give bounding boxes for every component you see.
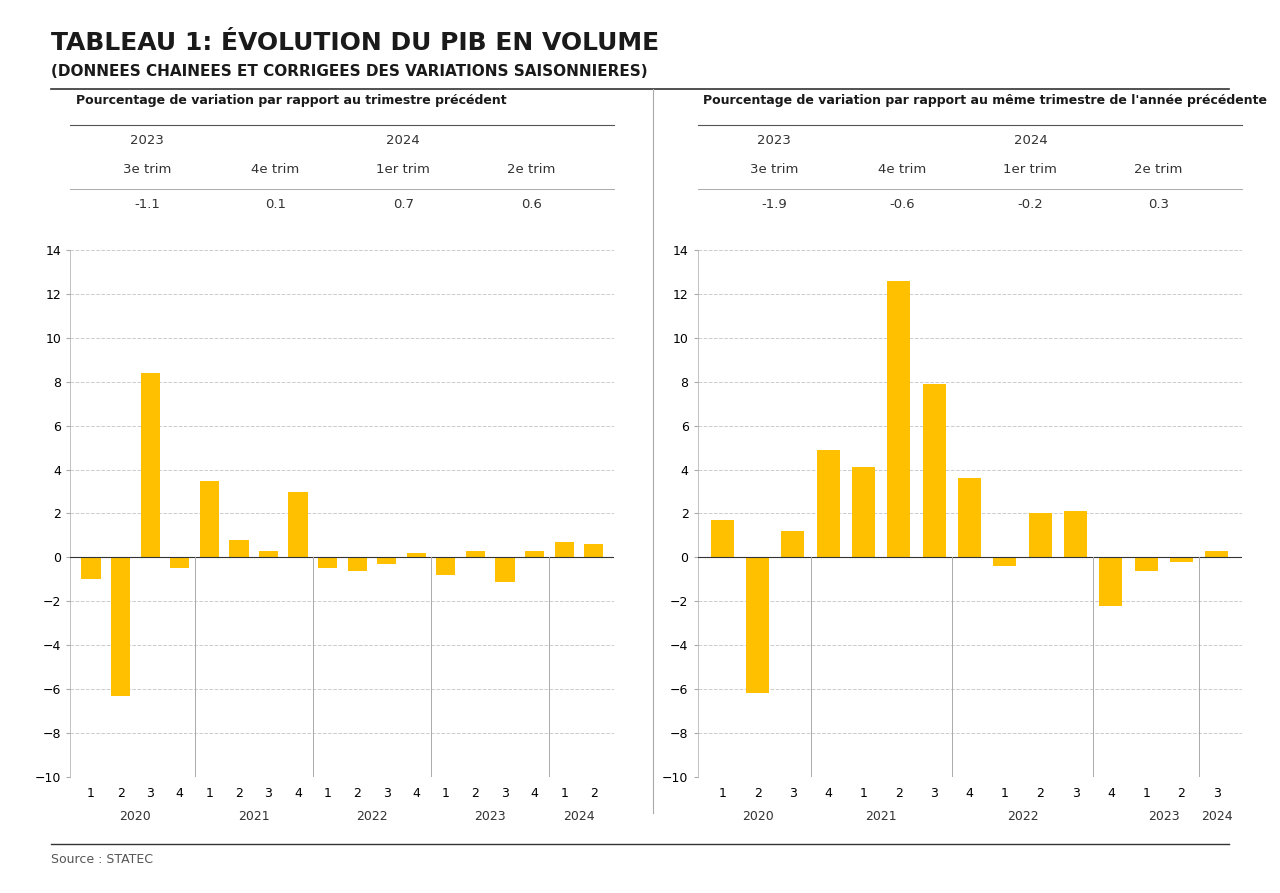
Bar	[259, 551, 278, 557]
Bar	[1135, 557, 1157, 571]
Bar	[1170, 557, 1193, 562]
Bar	[170, 557, 189, 568]
Text: 0.3: 0.3	[1148, 198, 1169, 212]
Text: Pourcentage de variation par rapport au même trimestre de l'année précédente: Pourcentage de variation par rapport au …	[703, 94, 1267, 107]
Bar	[923, 384, 946, 557]
Bar	[1064, 512, 1087, 557]
Text: -0.2: -0.2	[1018, 198, 1043, 212]
Bar	[407, 553, 426, 557]
Bar	[959, 479, 980, 557]
Text: -0.6: -0.6	[890, 198, 915, 212]
Bar	[82, 557, 101, 580]
Text: 2023: 2023	[131, 134, 164, 147]
Bar	[817, 450, 840, 557]
Text: -1.9: -1.9	[762, 198, 787, 212]
Bar	[141, 373, 160, 557]
Text: 2e trim: 2e trim	[507, 163, 556, 176]
Bar	[229, 539, 248, 557]
Bar	[111, 557, 131, 696]
Text: 1er trim: 1er trim	[376, 163, 430, 176]
Bar	[436, 557, 456, 575]
Text: Source : STATEC: Source : STATEC	[51, 853, 154, 866]
Text: 4e trim: 4e trim	[878, 163, 927, 176]
Bar	[852, 467, 876, 557]
Text: 0.6: 0.6	[521, 198, 541, 212]
Text: 0.1: 0.1	[265, 198, 285, 212]
Text: 2021: 2021	[865, 810, 897, 822]
Bar	[554, 542, 573, 557]
Text: 2024: 2024	[1014, 134, 1047, 147]
Text: 2024: 2024	[1201, 810, 1233, 822]
Bar	[378, 557, 397, 564]
Text: 4e trim: 4e trim	[251, 163, 300, 176]
Text: 2023: 2023	[475, 810, 506, 822]
Text: 2024: 2024	[387, 134, 420, 147]
Bar	[317, 557, 337, 568]
Text: 2021: 2021	[238, 810, 270, 822]
Bar	[525, 551, 544, 557]
Text: TABLEAU 1: ÉVOLUTION DU PIB EN VOLUME: TABLEAU 1: ÉVOLUTION DU PIB EN VOLUME	[51, 31, 659, 55]
Text: 2024: 2024	[563, 810, 595, 822]
Text: 2020: 2020	[119, 810, 151, 822]
Bar	[348, 557, 367, 571]
Text: 2022: 2022	[1007, 810, 1038, 822]
Bar	[746, 557, 769, 694]
Bar	[1029, 513, 1052, 557]
Text: -1.1: -1.1	[134, 198, 160, 212]
Text: (DONNEES CHAINEES ET CORRIGEES DES VARIATIONS SAISONNIERES): (DONNEES CHAINEES ET CORRIGEES DES VARIA…	[51, 64, 648, 79]
Bar	[887, 280, 910, 557]
Text: 2022: 2022	[356, 810, 388, 822]
Text: 0.7: 0.7	[393, 198, 413, 212]
Bar	[466, 551, 485, 557]
Bar	[288, 491, 307, 557]
Text: 3e trim: 3e trim	[750, 163, 799, 176]
Text: 2023: 2023	[758, 134, 791, 147]
Bar	[1206, 551, 1229, 557]
Bar	[993, 557, 1016, 566]
Text: Pourcentage de variation par rapport au trimestre précédent: Pourcentage de variation par rapport au …	[76, 94, 506, 107]
Bar	[495, 557, 515, 581]
Text: 2023: 2023	[1148, 810, 1180, 822]
Bar	[584, 544, 603, 557]
Text: 2020: 2020	[742, 810, 773, 822]
Text: 2e trim: 2e trim	[1134, 163, 1183, 176]
Bar	[710, 520, 733, 557]
Text: 1er trim: 1er trim	[1004, 163, 1057, 176]
Text: 3e trim: 3e trim	[123, 163, 172, 176]
Bar	[200, 480, 219, 557]
Bar	[1100, 557, 1123, 605]
Bar	[782, 531, 804, 557]
